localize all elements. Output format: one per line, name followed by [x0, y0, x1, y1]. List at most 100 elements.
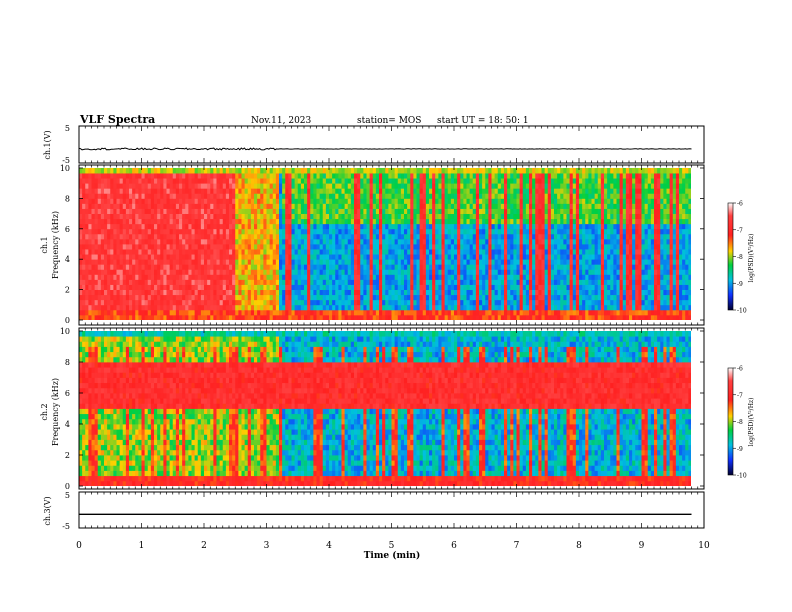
ch1-spectrogram-cell [322, 218, 327, 225]
ch1-spectrogram-cell [585, 279, 589, 285]
ch1-spectrogram-cell [407, 193, 411, 199]
ch1-spectrogram-cell [257, 218, 261, 225]
ch1-spectrogram-cell [172, 294, 177, 301]
ch1-spectrogram-cell [154, 259, 158, 265]
ch1-spectrogram-cell [257, 264, 261, 270]
ch1-spectrogram-cell [235, 309, 239, 316]
ch1-spectrogram-cell [460, 309, 464, 316]
ch1-spectrogram-cell [591, 244, 596, 250]
ch1-spectrogram-cell [354, 188, 358, 194]
ch1-spectrogram-cell [191, 254, 196, 260]
ch1-spectrogram-cell [379, 294, 383, 301]
ch1-spectrogram-cell [229, 193, 233, 199]
ch1-spectrogram-cell [300, 284, 305, 290]
ch1-spectrogram-cell [454, 208, 458, 214]
ch1-spectrogram-cell [344, 284, 349, 290]
ch1-spectrogram-cell [460, 223, 464, 230]
ch1-spectrogram-cell [254, 173, 258, 179]
ch1-spectrogram-cell [260, 218, 264, 225]
ch1-spectrogram-cell [582, 274, 586, 280]
ch1-spectrogram-cell [157, 259, 161, 265]
ch1-spectrogram-cell [554, 289, 558, 296]
ch1-spectrogram-cell [97, 193, 102, 199]
ch1-spectrogram-cell [194, 168, 199, 174]
ch1-spectrogram-cell [207, 304, 211, 311]
ch1-spectrogram-cell [544, 294, 549, 301]
ch1-spectrogram-cell [544, 203, 549, 209]
ch1-spectrogram-cell [388, 269, 392, 275]
ch1-spectrogram-cell [297, 274, 302, 280]
ch1-spectrogram-cell [432, 314, 436, 320]
ch1-spectrogram-cell [241, 289, 246, 296]
ch1-spectrogram-cell [266, 269, 271, 275]
ch1-spectrogram-cell [372, 203, 377, 209]
ch1-spectrogram-cell [441, 208, 446, 214]
ch1-spectrogram-cell [179, 299, 183, 306]
ch1-spectrogram-cell [332, 309, 336, 316]
ch1-spectrogram-cell [450, 198, 455, 204]
ch1-spectrogram-cell [163, 178, 167, 184]
ch1-spectrogram-cell [394, 304, 399, 311]
ch1-spectrogram-cell [572, 294, 577, 301]
ch1-spectrogram-cell [307, 218, 311, 225]
ch1-spectrogram-cell [207, 274, 211, 280]
ch1-spectrogram-cell [247, 203, 252, 209]
ch1-spectrogram-cell [554, 218, 558, 225]
ch1-spectrogram-cell [391, 254, 396, 260]
ch1-spectrogram-cell [285, 213, 289, 220]
ch1-spectrogram-cell [360, 289, 364, 296]
ch1-spectrogram-cell [575, 228, 580, 235]
ch1-spectrogram-cell [319, 238, 324, 245]
ch1-spectrogram-cell [200, 188, 205, 194]
ch1-spectrogram-cell [91, 264, 96, 270]
ch1-spectrogram-cell [497, 233, 502, 240]
ch1-spectrogram-cell [404, 208, 408, 214]
ch1-spectrogram-cell [419, 289, 424, 296]
ch1-spectrogram-cell [594, 284, 599, 290]
ch1-spectrogram-cell [510, 203, 514, 209]
ch1-spectrogram-cell [429, 238, 433, 245]
ch1-spectrogram-cell [350, 198, 355, 204]
ch1-spectrogram-cell [438, 309, 442, 316]
ch1-spectrogram-cell [497, 264, 502, 270]
ch1-spectrogram-cell [141, 208, 146, 214]
ch1-spectrogram-cell [135, 168, 139, 174]
ch1-spectrogram-cell [100, 269, 105, 275]
ch1-spectrogram-cell [141, 294, 146, 301]
ch1-spectrogram-cell [375, 244, 380, 250]
ch1-spectrogram-cell [104, 314, 108, 320]
ch1-spectrogram-cell [391, 218, 396, 225]
ch1-spectrogram-cell [463, 274, 467, 280]
ch1-spectrogram-cell [510, 304, 514, 311]
ch1-spectrogram-cell [582, 244, 586, 250]
ch1-spectrogram-cell [375, 203, 380, 209]
ch1-spectrogram-cell [310, 203, 314, 209]
ch1-spectrogram-cell [522, 289, 527, 296]
ch1-spectrogram-cell [135, 208, 139, 214]
ch1-spectrogram-cell [444, 188, 449, 194]
ch1-spectrogram-cell [563, 294, 567, 301]
ch1-spectrogram-cell [491, 269, 496, 275]
ch1-spectrogram-cell [229, 264, 233, 270]
ch1-spectrogram-cell [572, 223, 577, 230]
ch1-spectrogram-cell [138, 269, 142, 275]
ch1-spectrogram-cell [407, 284, 411, 290]
ch1-spectrogram-cell [454, 238, 458, 245]
ch1-spectrogram-cell [532, 289, 536, 296]
ch1-spectrogram-cell [332, 299, 336, 306]
ch1-spectrogram-cell [316, 259, 321, 265]
ch1-spectrogram-cell [119, 279, 124, 285]
ch1-spectrogram-cell [429, 244, 433, 250]
ch1-spectrogram-cell [588, 244, 592, 250]
ch1-spectrogram-cell [410, 208, 414, 214]
ch1-spectrogram-cell [563, 254, 567, 260]
ch1-spectrogram-cell [222, 193, 227, 199]
ch1-spectrogram-cell [513, 173, 517, 179]
ch1-spectrogram-cell [304, 304, 308, 311]
ch1-spectrogram-cell [325, 269, 330, 275]
ch1-spectrogram-cell [569, 188, 574, 194]
ch1-spectrogram-cell [519, 274, 524, 280]
ch1-spectrogram-cell [454, 178, 458, 184]
ch1-spectrogram-cell [163, 279, 167, 285]
ch1-spectrogram-cell [360, 294, 364, 301]
